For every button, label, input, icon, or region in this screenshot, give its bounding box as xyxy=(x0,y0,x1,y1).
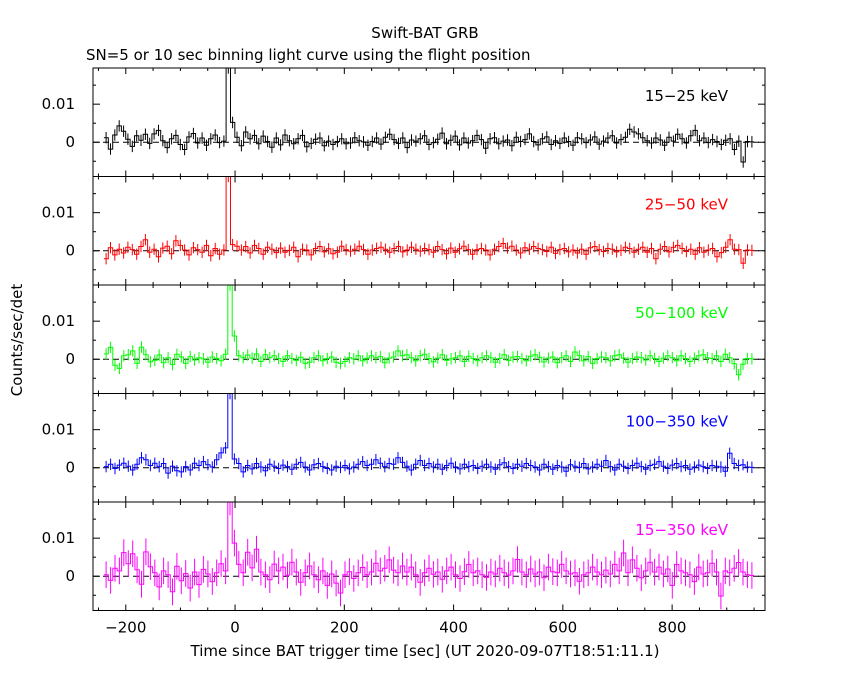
x-tick-label: 200 xyxy=(330,619,359,637)
step-line xyxy=(103,502,755,597)
panel-4: 0.01 0 100−350 keV xyxy=(42,393,766,503)
series-1 xyxy=(103,68,755,168)
panel-frame xyxy=(92,284,766,394)
y-tick-label: 0.01 xyxy=(42,204,75,222)
x-tick-label: 400 xyxy=(439,619,468,637)
x-axis-label: Time since BAT trigger time [sec] (UT 20… xyxy=(190,642,660,660)
panel-frame xyxy=(92,176,766,286)
y-tick-label: 0.01 xyxy=(42,529,75,547)
series-3 xyxy=(103,285,755,381)
x-tick-label: −200 xyxy=(105,619,146,637)
x-tick-label: 600 xyxy=(549,619,578,637)
panel-1: 0.01 0 15−25 keV xyxy=(42,67,766,177)
band-label: 15−25 keV xyxy=(645,87,729,105)
y-tick-label: 0 xyxy=(65,350,75,368)
series-4 xyxy=(103,393,755,479)
panel-frame xyxy=(92,393,766,503)
series-2 xyxy=(103,176,755,269)
y-tick-label: 0.01 xyxy=(42,312,75,330)
y-tick-label: 0 xyxy=(65,459,75,477)
band-label: 15−350 keV xyxy=(635,521,728,539)
band-label: 25−50 keV xyxy=(645,196,729,214)
series-5 xyxy=(103,502,755,610)
panel-5: 0.01 0 15−350 keV xyxy=(42,501,766,611)
panel-frame xyxy=(92,501,766,611)
y-tick-label: 0.01 xyxy=(42,95,75,113)
chart-subtitle: SN=5 or 10 sec binning light curve using… xyxy=(86,46,531,64)
panel-3: 0.01 0 50−100 keV xyxy=(42,284,766,394)
y-tick-label: 0.01 xyxy=(42,421,75,439)
y-tick-label: 0 xyxy=(65,567,75,585)
panel-frame xyxy=(92,67,766,177)
y-tick-label: 0 xyxy=(65,133,75,151)
chart-title: Swift-BAT GRB xyxy=(371,24,478,42)
panel-2: 0.01 0 25−50 keV xyxy=(42,176,766,286)
panels-group: 0.01 0 15−25 keV 0.01 0 25−50 keV 0.01 0 50−100 … xyxy=(42,67,766,637)
x-tick-label: 0 xyxy=(230,619,240,637)
y-tick-label: 0 xyxy=(65,242,75,260)
band-label: 50−100 keV xyxy=(635,304,728,322)
y-axis-label: Counts/sec/det xyxy=(8,284,26,397)
x-tick-label: 800 xyxy=(658,619,687,637)
band-label: 100−350 keV xyxy=(626,413,729,431)
